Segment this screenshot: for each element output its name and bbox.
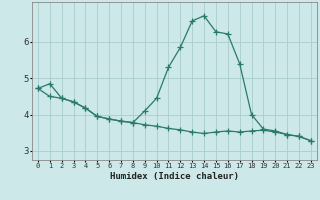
X-axis label: Humidex (Indice chaleur): Humidex (Indice chaleur) [110,172,239,181]
